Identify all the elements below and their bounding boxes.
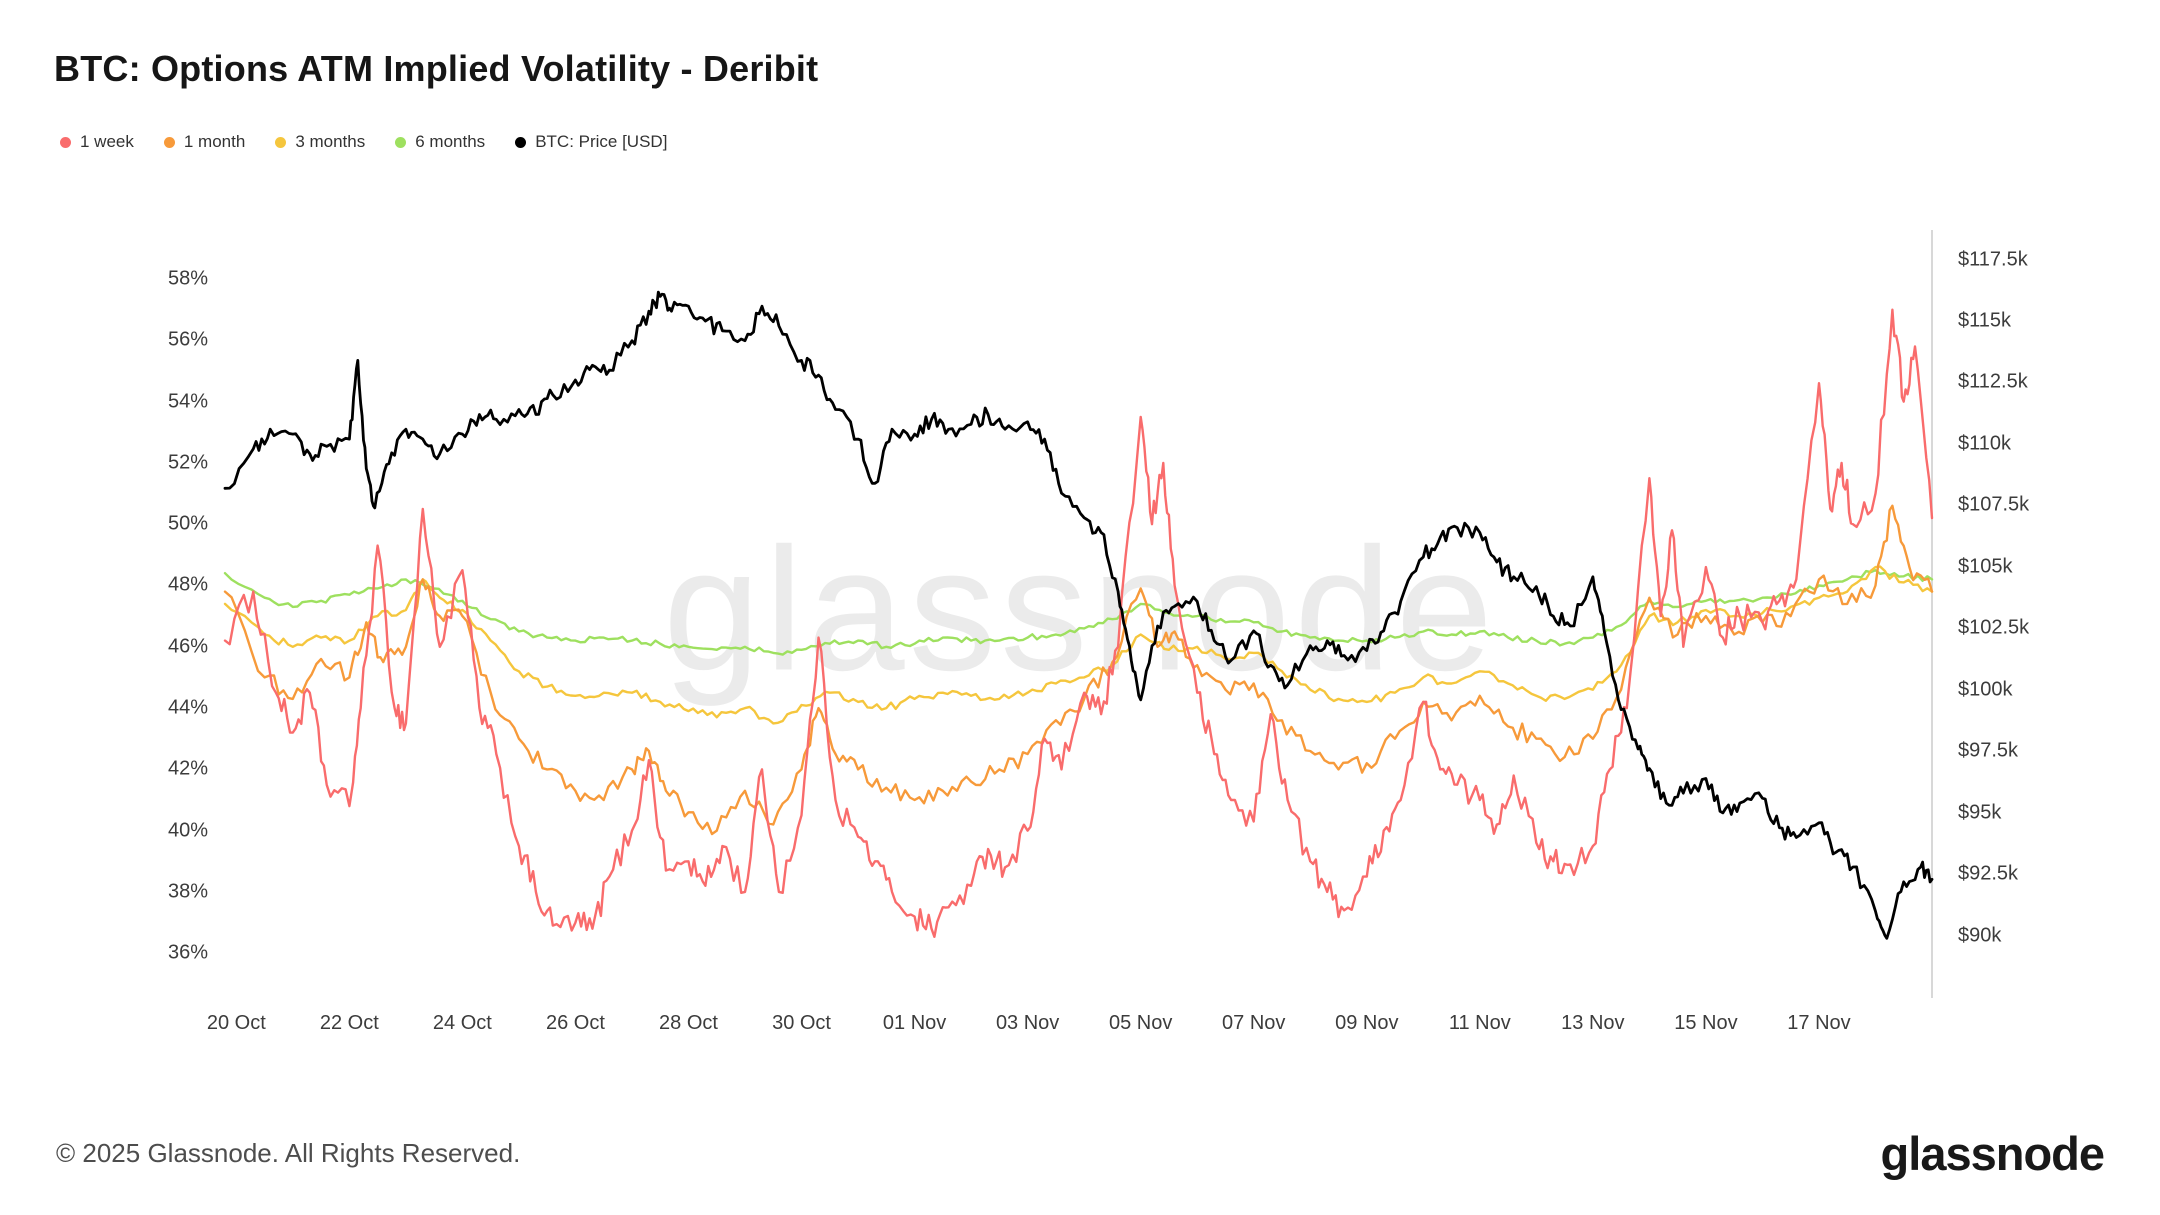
legend-item-1-week[interactable]: 1 week xyxy=(60,132,134,152)
x-axis-tick: 30 Oct xyxy=(772,1012,831,1034)
right-axis-tick: $117.5k xyxy=(1958,248,2028,270)
left-axis-tick: 48% xyxy=(167,573,208,596)
right-axis-tick: $92.5k xyxy=(1958,862,2019,885)
left-axis-tick: 46% xyxy=(167,635,208,658)
x-axis-tick: 01 Nov xyxy=(882,1012,947,1034)
legend-dot-icon xyxy=(395,136,407,148)
right-axis-tick: $105k xyxy=(1958,555,2013,578)
x-axis-tick: 13 Nov xyxy=(1561,1012,1625,1034)
legend-label: 3 months xyxy=(295,132,366,151)
right-axis-tick: $110k xyxy=(1958,432,2012,455)
series-line-1-month xyxy=(223,504,1934,836)
x-axis-tick: 03 Nov xyxy=(995,1012,1060,1034)
right-axis-tick: $115k xyxy=(1958,309,2012,332)
legend-item-1-month[interactable]: 1 month xyxy=(163,132,246,152)
right-axis-tick: $90k xyxy=(1958,924,2002,947)
x-axis-tick: 26 Oct xyxy=(545,1012,605,1034)
x-axis-tick: 11 Nov xyxy=(1448,1012,1511,1034)
left-axis-tick: 50% xyxy=(167,512,208,535)
left-axis-tick: 44% xyxy=(167,696,208,719)
page-title: BTC: Options ATM Implied Volatility - De… xyxy=(54,48,819,89)
x-axis-tick: 09 Nov xyxy=(1335,1012,1399,1034)
x-axis-tick: 24 Oct xyxy=(432,1012,492,1034)
x-axis-tick: 17 Nov xyxy=(1787,1012,1851,1034)
legend-dot-icon xyxy=(515,136,527,148)
series-line-btc-price-usd- xyxy=(223,290,1934,940)
left-axis-tick: 54% xyxy=(167,390,208,413)
legend-item-6-months[interactable]: 6 months xyxy=(395,132,485,152)
copyright-text: © 2025 Glassnode. All Rights Reserved. xyxy=(56,1137,521,1168)
legend-item-3-months[interactable]: 3 months xyxy=(275,132,365,152)
footer: © 2025 Glassnode. All Rights Reserved. g… xyxy=(0,1118,2160,1188)
legend: 1 week 1 month 3 months 6 months BTC: Price … xyxy=(60,132,667,152)
left-axis-tick: 56% xyxy=(167,328,208,351)
legend-label: 1 week xyxy=(80,132,134,151)
glassnode-logo: glassnode xyxy=(1880,1126,2105,1180)
x-axis-tick: 07 Nov xyxy=(1222,1012,1286,1034)
series-line-3-months xyxy=(223,565,1934,725)
legend-dot-icon xyxy=(163,136,175,148)
right-axis-tick: $107.5k xyxy=(1958,493,2030,516)
left-axis-tick: 58% xyxy=(167,267,208,290)
x-axis-tick: 15 Nov xyxy=(1674,1012,1738,1034)
left-axis-tick: 38% xyxy=(167,880,208,903)
left-axis-tick: 40% xyxy=(167,819,208,842)
right-axis-tick: $95k xyxy=(1958,801,2002,824)
x-axis-tick: 28 Oct xyxy=(659,1012,718,1034)
left-axis-tick: 42% xyxy=(167,757,208,780)
legend-label: BTC: Price [USD] xyxy=(535,132,668,151)
legend-dot-icon xyxy=(60,136,71,148)
right-axis-tick: $97.5k xyxy=(1958,739,2019,762)
legend-label: 1 month xyxy=(183,132,246,151)
x-axis-tick: 05 Nov xyxy=(1108,1012,1173,1034)
legend-item-btc-price-usd-[interactable]: BTC: Price [USD] xyxy=(515,132,667,152)
legend-dot-icon xyxy=(275,136,287,148)
left-axis-tick: 52% xyxy=(167,451,208,474)
right-axis-tick: $112.5k xyxy=(1958,370,2028,393)
x-axis-tick: 22 Oct xyxy=(319,1012,379,1034)
legend-label: 6 months xyxy=(415,132,486,151)
glassnode-watermark: glassnode xyxy=(663,512,1497,708)
left-axis-tick: 36% xyxy=(167,941,208,964)
right-axis-tick: $100k xyxy=(1958,678,2013,701)
right-axis-tick: $102.5k xyxy=(1958,616,2030,639)
x-axis-tick: 20 Oct xyxy=(206,1012,266,1034)
series-line-1-week xyxy=(223,308,1934,938)
